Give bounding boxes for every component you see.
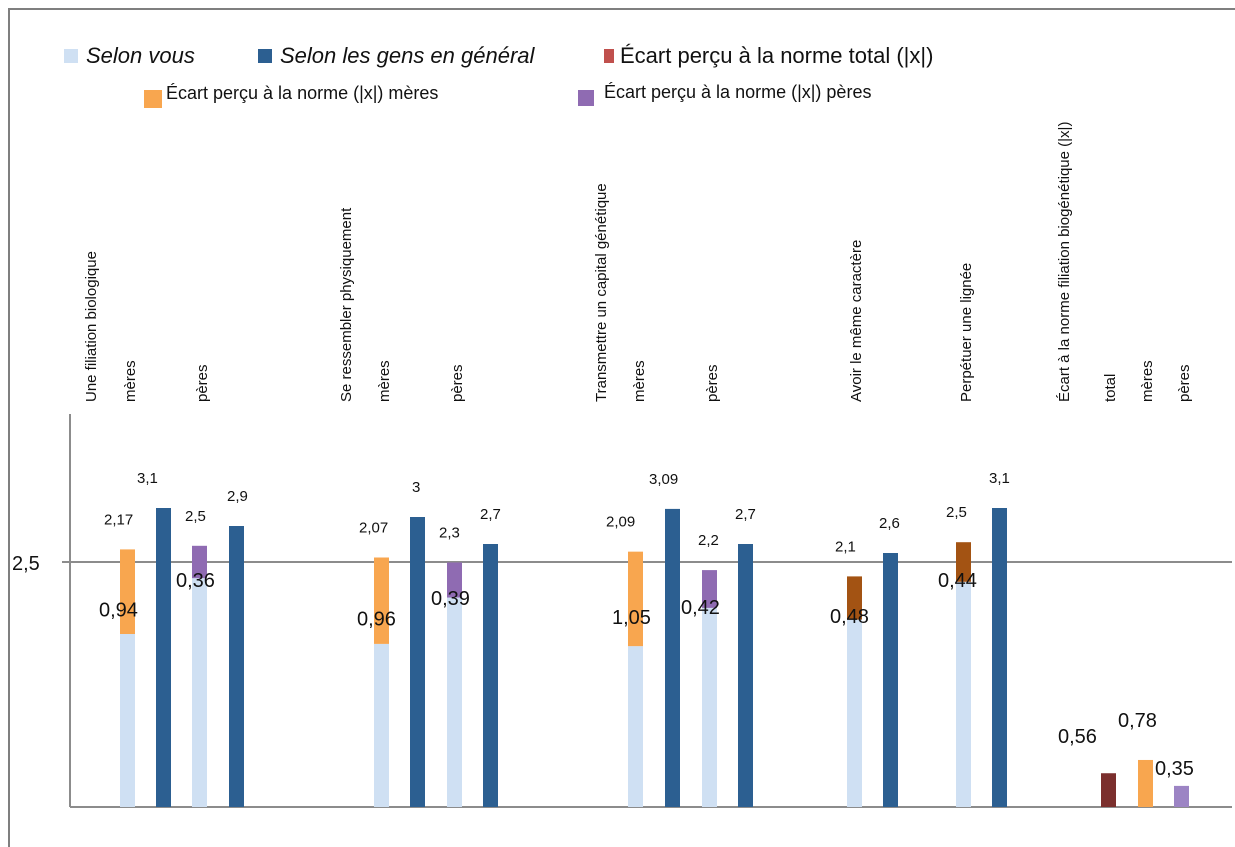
legend-label: Écart perçu à la norme (|x|) pères [604, 81, 872, 102]
group-label: pères [449, 364, 466, 402]
data-label-summary: 0,35 [1155, 758, 1194, 780]
data-label-ecart: 0,48 [830, 606, 869, 628]
bar-selon-gens [738, 544, 753, 807]
bar-ecart-summary [1138, 759, 1153, 807]
bar-ecart [847, 576, 862, 620]
bar-ecart [192, 545, 207, 579]
category-label: Transmettre un capital génétique [593, 183, 610, 402]
group-label: mères [122, 360, 139, 402]
legend-label: Selon les gens en général [280, 43, 535, 68]
data-label-selon-gens: 3,1 [989, 470, 1010, 487]
category-label: Une filiation biologique [83, 251, 100, 402]
category-label: Perpétuer une lignée [958, 263, 975, 402]
legend-swatch [144, 90, 162, 108]
data-label-selon-gens: 2,6 [879, 515, 900, 532]
bar-ecart [120, 549, 135, 634]
data-label-ecart: 0,36 [176, 570, 215, 592]
bar-selon-vous [956, 581, 971, 807]
data-label-selon-vous: 2,07 [359, 520, 388, 537]
legend-label: Selon vous [86, 43, 195, 68]
category-label: Se ressembler physiquement [338, 207, 355, 402]
data-label-ecart: 0,44 [938, 570, 977, 592]
data-label-ecart: 0,96 [357, 609, 396, 631]
data-label-ecart: 0,39 [431, 588, 470, 610]
chart-frame [8, 8, 1235, 847]
bar-ecart [702, 570, 717, 608]
bar-selon-gens [483, 544, 498, 807]
bar-selon-gens [229, 526, 244, 807]
legend-item-ecart-meres: Écart perçu à la norme (|x|) mères [144, 78, 438, 108]
bar-ecart [447, 562, 462, 598]
bar-selon-vous [447, 597, 462, 807]
legend-item-selon-gens: Selon les gens en général [258, 43, 534, 69]
data-label-summary: 0,78 [1118, 710, 1157, 732]
legend-item-ecart-total: Écart perçu à la norme total (|x|) [604, 43, 933, 69]
legend-item-selon-vous: Selon vous [64, 43, 195, 69]
data-label-selon-vous: 2,1 [835, 538, 856, 555]
bar-ecart [956, 542, 971, 582]
summary-group-label: pères [1176, 364, 1193, 402]
group-label: mères [631, 360, 648, 402]
bar-ecart [628, 551, 643, 647]
data-label-ecart: 0,94 [99, 600, 138, 622]
data-label-selon-gens: 2,9 [227, 488, 248, 505]
data-label-selon-vous: 2,17 [104, 511, 133, 528]
bar-selon-vous [192, 578, 207, 807]
data-label-summary: 0,56 [1058, 726, 1097, 748]
bar-selon-vous [628, 646, 643, 807]
bar-selon-vous [374, 643, 389, 807]
legend-swatch [578, 90, 594, 106]
legend-label: Écart perçu à la norme total (|x|) [620, 43, 934, 68]
data-label-selon-vous: 2,5 [185, 508, 206, 525]
category-label: Avoir le même caractère [848, 240, 865, 402]
bar-selon-gens [883, 553, 898, 807]
bar-selon-gens [156, 508, 171, 807]
bar-selon-vous [847, 619, 862, 807]
data-label-selon-vous: 2,5 [946, 504, 967, 521]
group-label: pères [704, 364, 721, 402]
data-label-selon-gens: 2,7 [735, 506, 756, 523]
category-label: Écart à la norme filiation biogénétique … [1056, 122, 1073, 402]
legend-swatch [258, 49, 272, 63]
bar-selon-vous [120, 634, 135, 807]
data-label-selon-vous: 2,09 [606, 514, 635, 531]
data-label-selon-gens: 3,1 [137, 470, 158, 487]
bar-ecart [374, 557, 389, 644]
data-label-selon-gens: 2,7 [480, 506, 501, 523]
bar-selon-gens [665, 508, 680, 807]
summary-group-label: mères [1139, 360, 1156, 402]
data-label-selon-gens: 3,09 [649, 471, 678, 488]
legend-swatch [64, 49, 78, 63]
data-label-ecart: 0,42 [681, 597, 720, 619]
legend-item-ecart-peres: Écart perçu à la norme (|x|) pères [578, 78, 871, 106]
legend-swatch [604, 49, 614, 63]
y-tick-label: 2,5 [12, 553, 40, 575]
bar-ecart-summary [1174, 785, 1189, 807]
group-label: pères [194, 364, 211, 402]
data-label-selon-vous: 2,2 [698, 532, 719, 549]
bar-selon-gens [410, 517, 425, 807]
summary-group-label: total [1102, 374, 1119, 402]
data-label-ecart: 1,05 [612, 607, 651, 629]
legend-label: Écart perçu à la norme (|x|) mères [166, 82, 439, 103]
bar-selon-gens [992, 508, 1007, 807]
bar-selon-vous [702, 607, 717, 807]
bar-ecart-summary [1101, 773, 1116, 807]
group-label: mères [376, 360, 393, 402]
data-label-selon-gens: 3 [412, 479, 420, 496]
data-label-selon-vous: 2,3 [439, 524, 460, 541]
